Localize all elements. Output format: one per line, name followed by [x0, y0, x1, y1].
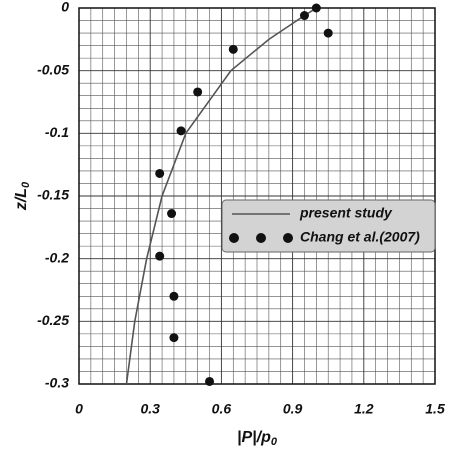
data-point	[311, 3, 321, 13]
data-point	[299, 11, 309, 21]
y-tick-label: -0.15	[37, 187, 69, 203]
y-tick-label: -0.1	[45, 124, 69, 140]
x-axis-label: |P|/p0	[237, 429, 278, 448]
x-tick-label: 1.5	[425, 401, 445, 417]
legend-marker	[256, 233, 266, 243]
x-tick-label: 0.9	[283, 401, 303, 417]
legend-marker	[229, 233, 239, 243]
y-tick-label: -0.05	[37, 61, 69, 77]
x-tick-label: 0.3	[140, 401, 160, 417]
x-label-main: |P|/p	[237, 429, 271, 446]
data-point	[155, 168, 165, 178]
data-point	[167, 209, 177, 219]
data-point	[228, 44, 238, 54]
y-tick-label: -0.25	[37, 312, 69, 328]
grid	[78, 7, 436, 385]
y-axis-label: z/L0	[13, 181, 32, 211]
y-tick-label: 0	[61, 0, 69, 15]
x-tick-label: 1.2	[354, 401, 374, 417]
y-tick-label: -0.3	[45, 375, 69, 391]
y-label-sub: 0	[20, 181, 32, 188]
legend-label: Chang et al.(2007)	[300, 229, 420, 245]
x-tick-label: 0.6	[212, 401, 232, 417]
data-point	[193, 87, 203, 97]
plot-frame	[78, 7, 436, 385]
data-point	[176, 126, 186, 136]
legend-marker	[283, 233, 293, 243]
legend-label: present study	[299, 205, 393, 221]
y-tick-label: -0.2	[45, 249, 69, 265]
data-point	[323, 28, 333, 38]
x-label-sub: 0	[271, 436, 278, 448]
data-point	[205, 376, 215, 386]
plot-area	[125, 3, 333, 386]
y-label-main: z/L	[13, 188, 30, 211]
legend: present study Chang et al.(2007)	[221, 199, 436, 253]
data-point	[155, 251, 165, 261]
curve	[125, 7, 317, 385]
x-tick-label: 0	[75, 401, 83, 417]
data-point	[169, 291, 179, 301]
data-point	[169, 333, 179, 343]
legend-box	[221, 199, 436, 253]
